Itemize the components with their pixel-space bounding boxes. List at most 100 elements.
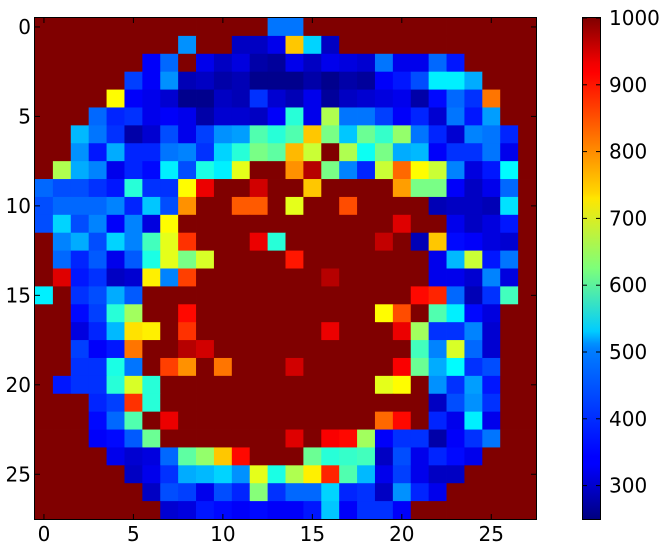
heatmap-cell: [106, 89, 125, 108]
heatmap-cell: [410, 107, 430, 126]
heatmap-cell: [285, 357, 304, 377]
heatmap-cell: [428, 375, 447, 395]
heatmap-cell: [213, 375, 233, 395]
heatmap-cell: [428, 232, 447, 251]
heatmap-cell: [231, 357, 251, 377]
heatmap-cell: [428, 340, 447, 359]
heatmap-cell: [339, 429, 358, 448]
heatmap-cell: [285, 35, 304, 55]
heatmap-cell: [231, 107, 251, 126]
heatmap-cell: [106, 429, 125, 448]
heatmap-cell: [196, 286, 215, 305]
colorbar-tick-label: 900: [609, 73, 647, 97]
heatmap-cell: [124, 89, 143, 108]
heatmap-cell: [106, 196, 125, 216]
heatmap-cell: [178, 322, 197, 341]
heatmap-cell: [339, 411, 358, 430]
heatmap-cell: [178, 501, 197, 520]
heatmap-cell: [267, 250, 286, 269]
heatmap-cell: [392, 322, 412, 341]
colorbar-tick-label: 800: [609, 140, 647, 164]
heatmap-cell: [213, 107, 233, 126]
heatmap-cell: [285, 268, 304, 287]
heatmap-cell: [52, 179, 72, 198]
heatmap-cell: [392, 196, 412, 216]
heatmap-cell: [374, 322, 394, 341]
heatmap-cell: [285, 214, 304, 234]
heatmap-cell: [410, 357, 430, 377]
heatmap-cell: [213, 447, 233, 466]
heatmap-cell: [213, 465, 233, 484]
heatmap-cell: [428, 125, 447, 144]
heatmap-cell: [392, 125, 412, 144]
heatmap-cell: [357, 18, 376, 37]
heatmap-cell: [213, 18, 233, 37]
x-tick-label: 0: [38, 522, 51, 546]
heatmap-cell: [303, 196, 322, 216]
heatmap-cell: [88, 465, 107, 484]
heatmap-cell: [339, 125, 358, 144]
heatmap-cell: [357, 53, 376, 73]
heatmap-cell: [231, 447, 251, 466]
heatmap-cell: [392, 268, 412, 287]
heatmap-cell: [392, 35, 412, 55]
heatmap-cell: [70, 304, 90, 323]
heatmap-cell: [88, 375, 107, 395]
heatmap-cell: [213, 393, 233, 413]
heatmap-cell: [249, 483, 268, 502]
heatmap-cell: [374, 232, 394, 251]
heatmap-cell: [160, 465, 179, 484]
heatmap-cell: [482, 71, 501, 90]
heatmap-cell: [124, 196, 143, 216]
heatmap-cell: [482, 375, 501, 395]
heatmap-cell: [464, 447, 483, 466]
heatmap-cell: [482, 196, 501, 216]
heatmap-cell: [88, 357, 107, 377]
heatmap-cell: [428, 71, 447, 90]
heatmap-cell: [124, 35, 143, 55]
heatmap-cell: [464, 393, 483, 413]
heatmap-cell: [410, 125, 430, 144]
heatmap-cell: [321, 125, 340, 144]
heatmap-cell: [35, 447, 54, 466]
heatmap-cell: [392, 107, 412, 126]
heatmap-cell: [88, 143, 107, 162]
heatmap-cell: [267, 89, 286, 108]
heatmap-cells: [35, 18, 537, 520]
heatmap-cell: [106, 411, 125, 430]
heatmap-cell: [70, 18, 90, 37]
heatmap-cell: [303, 268, 322, 287]
heatmap-cell: [446, 393, 465, 413]
heatmap-cell: [500, 447, 519, 466]
heatmap-cell: [392, 304, 412, 323]
heatmap-cell: [339, 161, 358, 180]
heatmap-cell: [106, 107, 125, 126]
heatmap-cell: [500, 250, 519, 269]
y-tick-label: 25: [6, 462, 31, 486]
heatmap-cell: [518, 322, 537, 341]
heatmap-cell: [482, 179, 501, 198]
heatmap-cell: [446, 89, 465, 108]
heatmap-cell: [482, 340, 501, 359]
heatmap-cell: [374, 286, 394, 305]
heatmap-cell: [357, 143, 376, 162]
heatmap-cell: [88, 447, 107, 466]
heatmap-cell: [196, 161, 215, 180]
heatmap-cell: [88, 71, 107, 90]
heatmap-cell: [464, 214, 483, 234]
heatmap-cell: [303, 143, 322, 162]
heatmap-cell: [303, 18, 322, 37]
heatmap-cell: [52, 340, 72, 359]
heatmap-cell: [231, 340, 251, 359]
heatmap-cell: [124, 214, 143, 234]
heatmap-cell: [374, 143, 394, 162]
heatmap-cell: [518, 143, 537, 162]
heatmap-cell: [70, 179, 90, 198]
heatmap-cell: [518, 393, 537, 413]
heatmap-cell: [518, 232, 537, 251]
heatmap-cell: [392, 53, 412, 73]
heatmap-cell: [142, 250, 161, 269]
heatmap-cell: [106, 250, 125, 269]
heatmap-cell: [339, 232, 358, 251]
heatmap-cell: [52, 196, 72, 216]
